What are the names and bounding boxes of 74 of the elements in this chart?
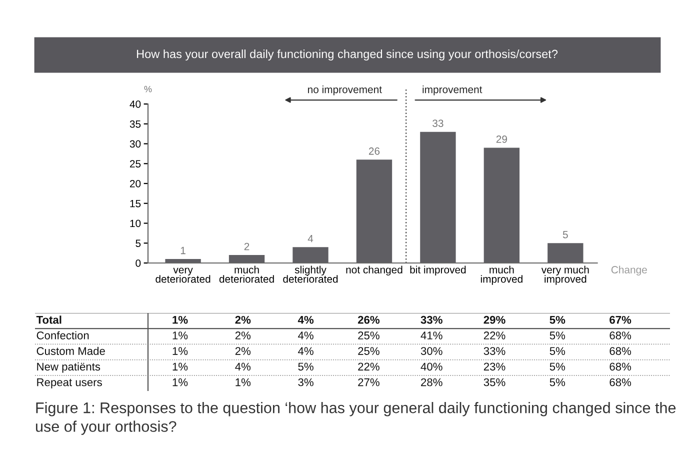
data-label: 4 [308, 234, 314, 242]
text: 28% [421, 378, 442, 386]
text: 68% [610, 378, 632, 386]
text: 5% [298, 362, 314, 371]
y-tick-label: 20 [130, 180, 141, 188]
text: 3% [298, 378, 314, 386]
text: 27% [358, 378, 380, 386]
y-tick-label: 0 [136, 260, 141, 267]
text: 40% [420, 362, 442, 371]
x-tick-label: very much improved [541, 266, 589, 285]
text: 35% [484, 378, 506, 386]
text: 23% [484, 362, 506, 371]
text: 68% [610, 332, 632, 340]
category-label: Confection [36, 331, 89, 340]
text: 1% [172, 332, 188, 340]
text: 67% [610, 316, 632, 324]
y-tick-label: 35 [130, 120, 141, 128]
x-tick-label: much improved [480, 266, 522, 285]
text: 68% [610, 362, 632, 371]
category-label: New patiënts [37, 362, 100, 373]
text: 25% [358, 332, 380, 340]
text: 33% [420, 316, 442, 324]
text: 22% [358, 362, 380, 371]
data-label: 26 [368, 147, 380, 155]
text: 33% [484, 347, 506, 355]
y-tick-label: 10 [130, 220, 141, 228]
y-axis-title: % [144, 86, 152, 92]
category-label: Total [36, 316, 62, 324]
data-label: 2 [244, 242, 250, 250]
text: 5% [550, 378, 566, 386]
text: 25% [358, 347, 380, 355]
text: 1% [172, 378, 188, 386]
y-tick-label: 25 [130, 160, 141, 168]
text: 4% [298, 316, 314, 324]
x-tick-label: very deteriorated [156, 268, 210, 283]
text: 5% [550, 316, 566, 324]
caption: Figure 1: Responses to the question ‘how has your general daily functioning changed since the use of your orthosis? [36, 402, 676, 435]
text: 41% [420, 332, 442, 340]
text: 2% [235, 316, 251, 324]
text: 68% [610, 347, 632, 355]
chart-title: How has your overall daily functioning changed since using your orthosis/corset? [137, 50, 558, 61]
y-tick-label: 40 [130, 100, 141, 108]
x-tick-label: slightly deteriorated [283, 266, 338, 283]
x-tick-label: bit improved [410, 266, 466, 276]
text: 30% [420, 347, 442, 355]
text: 4% [235, 362, 251, 371]
y-tick-label: 30 [130, 140, 141, 148]
text: 1% [172, 347, 188, 355]
text: 4% [298, 332, 314, 340]
text: 26% [358, 316, 380, 324]
text: no improvement [308, 86, 382, 96]
text: 2% [235, 332, 251, 340]
text: 29% [484, 316, 506, 324]
text: 1% [236, 378, 251, 386]
text: 1% [172, 362, 188, 371]
text: 4% [298, 347, 314, 355]
x-tick-label: much deteriorated [219, 266, 274, 283]
data-label: 1 [180, 246, 186, 254]
data-label: 29 [496, 136, 507, 143]
text: 2% [235, 347, 251, 355]
x-tick-label: not changed [346, 266, 402, 276]
text: 5% [550, 332, 566, 340]
y-tick-label: 5 [136, 240, 141, 247]
text: 5% [550, 347, 566, 355]
text: 5% [550, 362, 566, 371]
text: improvement [422, 86, 482, 96]
category-label: Custom Made [36, 346, 105, 355]
x-tick-label: Change [611, 266, 647, 276]
data-label: 33 [432, 120, 444, 127]
category-label: Repeat users [37, 378, 102, 388]
data-label: 5 [562, 231, 568, 238]
text: 1% [172, 316, 188, 324]
y-tick-label: 15 [130, 200, 141, 208]
text: 22% [484, 332, 506, 340]
